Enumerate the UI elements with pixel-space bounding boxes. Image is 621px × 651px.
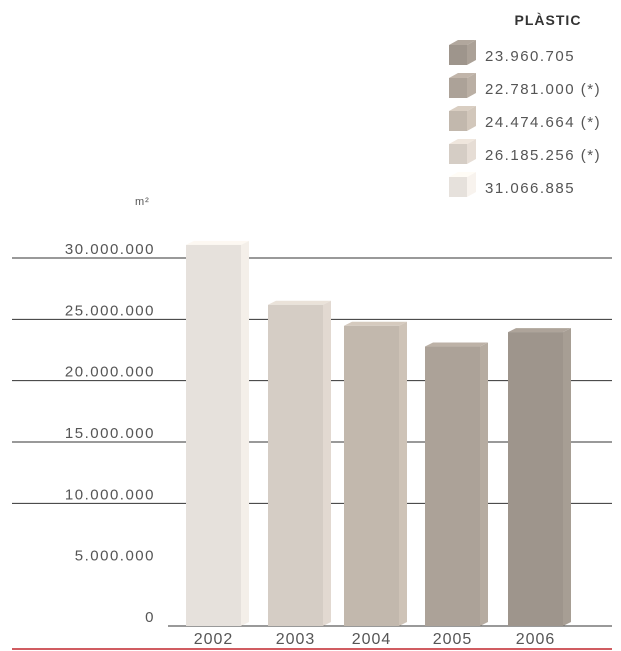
bar-face: [268, 304, 323, 626]
x-category-label: 2002: [194, 631, 234, 648]
bar-side: [480, 342, 488, 626]
bar-face: [425, 346, 480, 626]
legend-label: 23.960.705: [485, 48, 575, 65]
legend-item: 24.474.664 (*): [449, 106, 601, 131]
bar-top: [268, 300, 331, 305]
bar-face: [186, 244, 241, 626]
y-axis-unit-label: m²: [135, 196, 150, 208]
legend-swatch: [449, 111, 467, 131]
legend-label: 31.066.885: [485, 180, 575, 197]
y-tick-label: 20.000.000: [65, 364, 155, 381]
y-tick-label: 15.000.000: [65, 425, 155, 442]
bar-side: [323, 300, 331, 626]
bar-side: [399, 321, 407, 626]
legend-swatch-side: [467, 40, 476, 65]
bar: [268, 300, 331, 626]
legend-item: 22.781.000 (*): [449, 73, 601, 98]
bar-face: [508, 332, 563, 626]
bar-top: [344, 321, 407, 326]
y-tick-label: 25.000.000: [65, 302, 155, 319]
bars: [186, 240, 571, 626]
bar-side: [563, 328, 571, 626]
legend-swatch: [449, 45, 467, 65]
bar-top: [186, 240, 249, 245]
legend-item: 31.066.885: [449, 172, 575, 197]
x-category-label: 2004: [352, 631, 392, 648]
legend-swatch-side: [467, 106, 476, 131]
bar: [425, 342, 488, 626]
legend-swatch: [449, 177, 467, 197]
bar: [508, 328, 571, 626]
bar-side: [241, 240, 249, 626]
x-category-label: 2003: [276, 631, 316, 648]
y-tick-label: 0: [145, 609, 155, 626]
bar-face: [344, 325, 399, 626]
x-category-label: 2005: [433, 631, 473, 648]
legend-label: 22.781.000 (*): [485, 81, 601, 98]
x-category-label: 2006: [516, 631, 556, 648]
legend-swatch-side: [467, 139, 476, 164]
legend-swatch-top: [449, 139, 476, 144]
bar-top: [425, 342, 488, 347]
legend-item: 23.960.705: [449, 40, 575, 65]
legend-label: 24.474.664 (*): [485, 114, 601, 131]
y-tick-label: 10.000.000: [65, 486, 155, 503]
y-tick-label: 5.000.000: [75, 548, 155, 565]
bar: [186, 240, 249, 626]
legend-item: 26.185.256 (*): [449, 139, 601, 164]
y-tick-label: 30.000.000: [65, 241, 155, 258]
chart-title: PLÀSTIC: [515, 12, 582, 28]
legend: PLÀSTIC 23.960.705 22.781.000 (*) 24.474.6…: [449, 12, 601, 197]
legend-swatch: [449, 78, 467, 98]
y-axis-ticks: 0 5.000.000 10.000.000 15.000.000 20.000.000…: [65, 241, 155, 626]
legend-swatch-top: [449, 172, 476, 177]
legend-swatch-top: [449, 73, 476, 78]
legend-swatch: [449, 144, 467, 164]
legend-swatch-top: [449, 106, 476, 111]
legend-swatch-top: [449, 40, 476, 45]
legend-swatch-side: [467, 73, 476, 98]
bar-top: [508, 328, 571, 333]
bar: [344, 321, 407, 626]
legend-label: 26.185.256 (*): [485, 147, 601, 164]
legend-swatch-side: [467, 172, 476, 197]
x-axis-categories: 2002 2003 2004 2005 2006: [194, 631, 556, 648]
